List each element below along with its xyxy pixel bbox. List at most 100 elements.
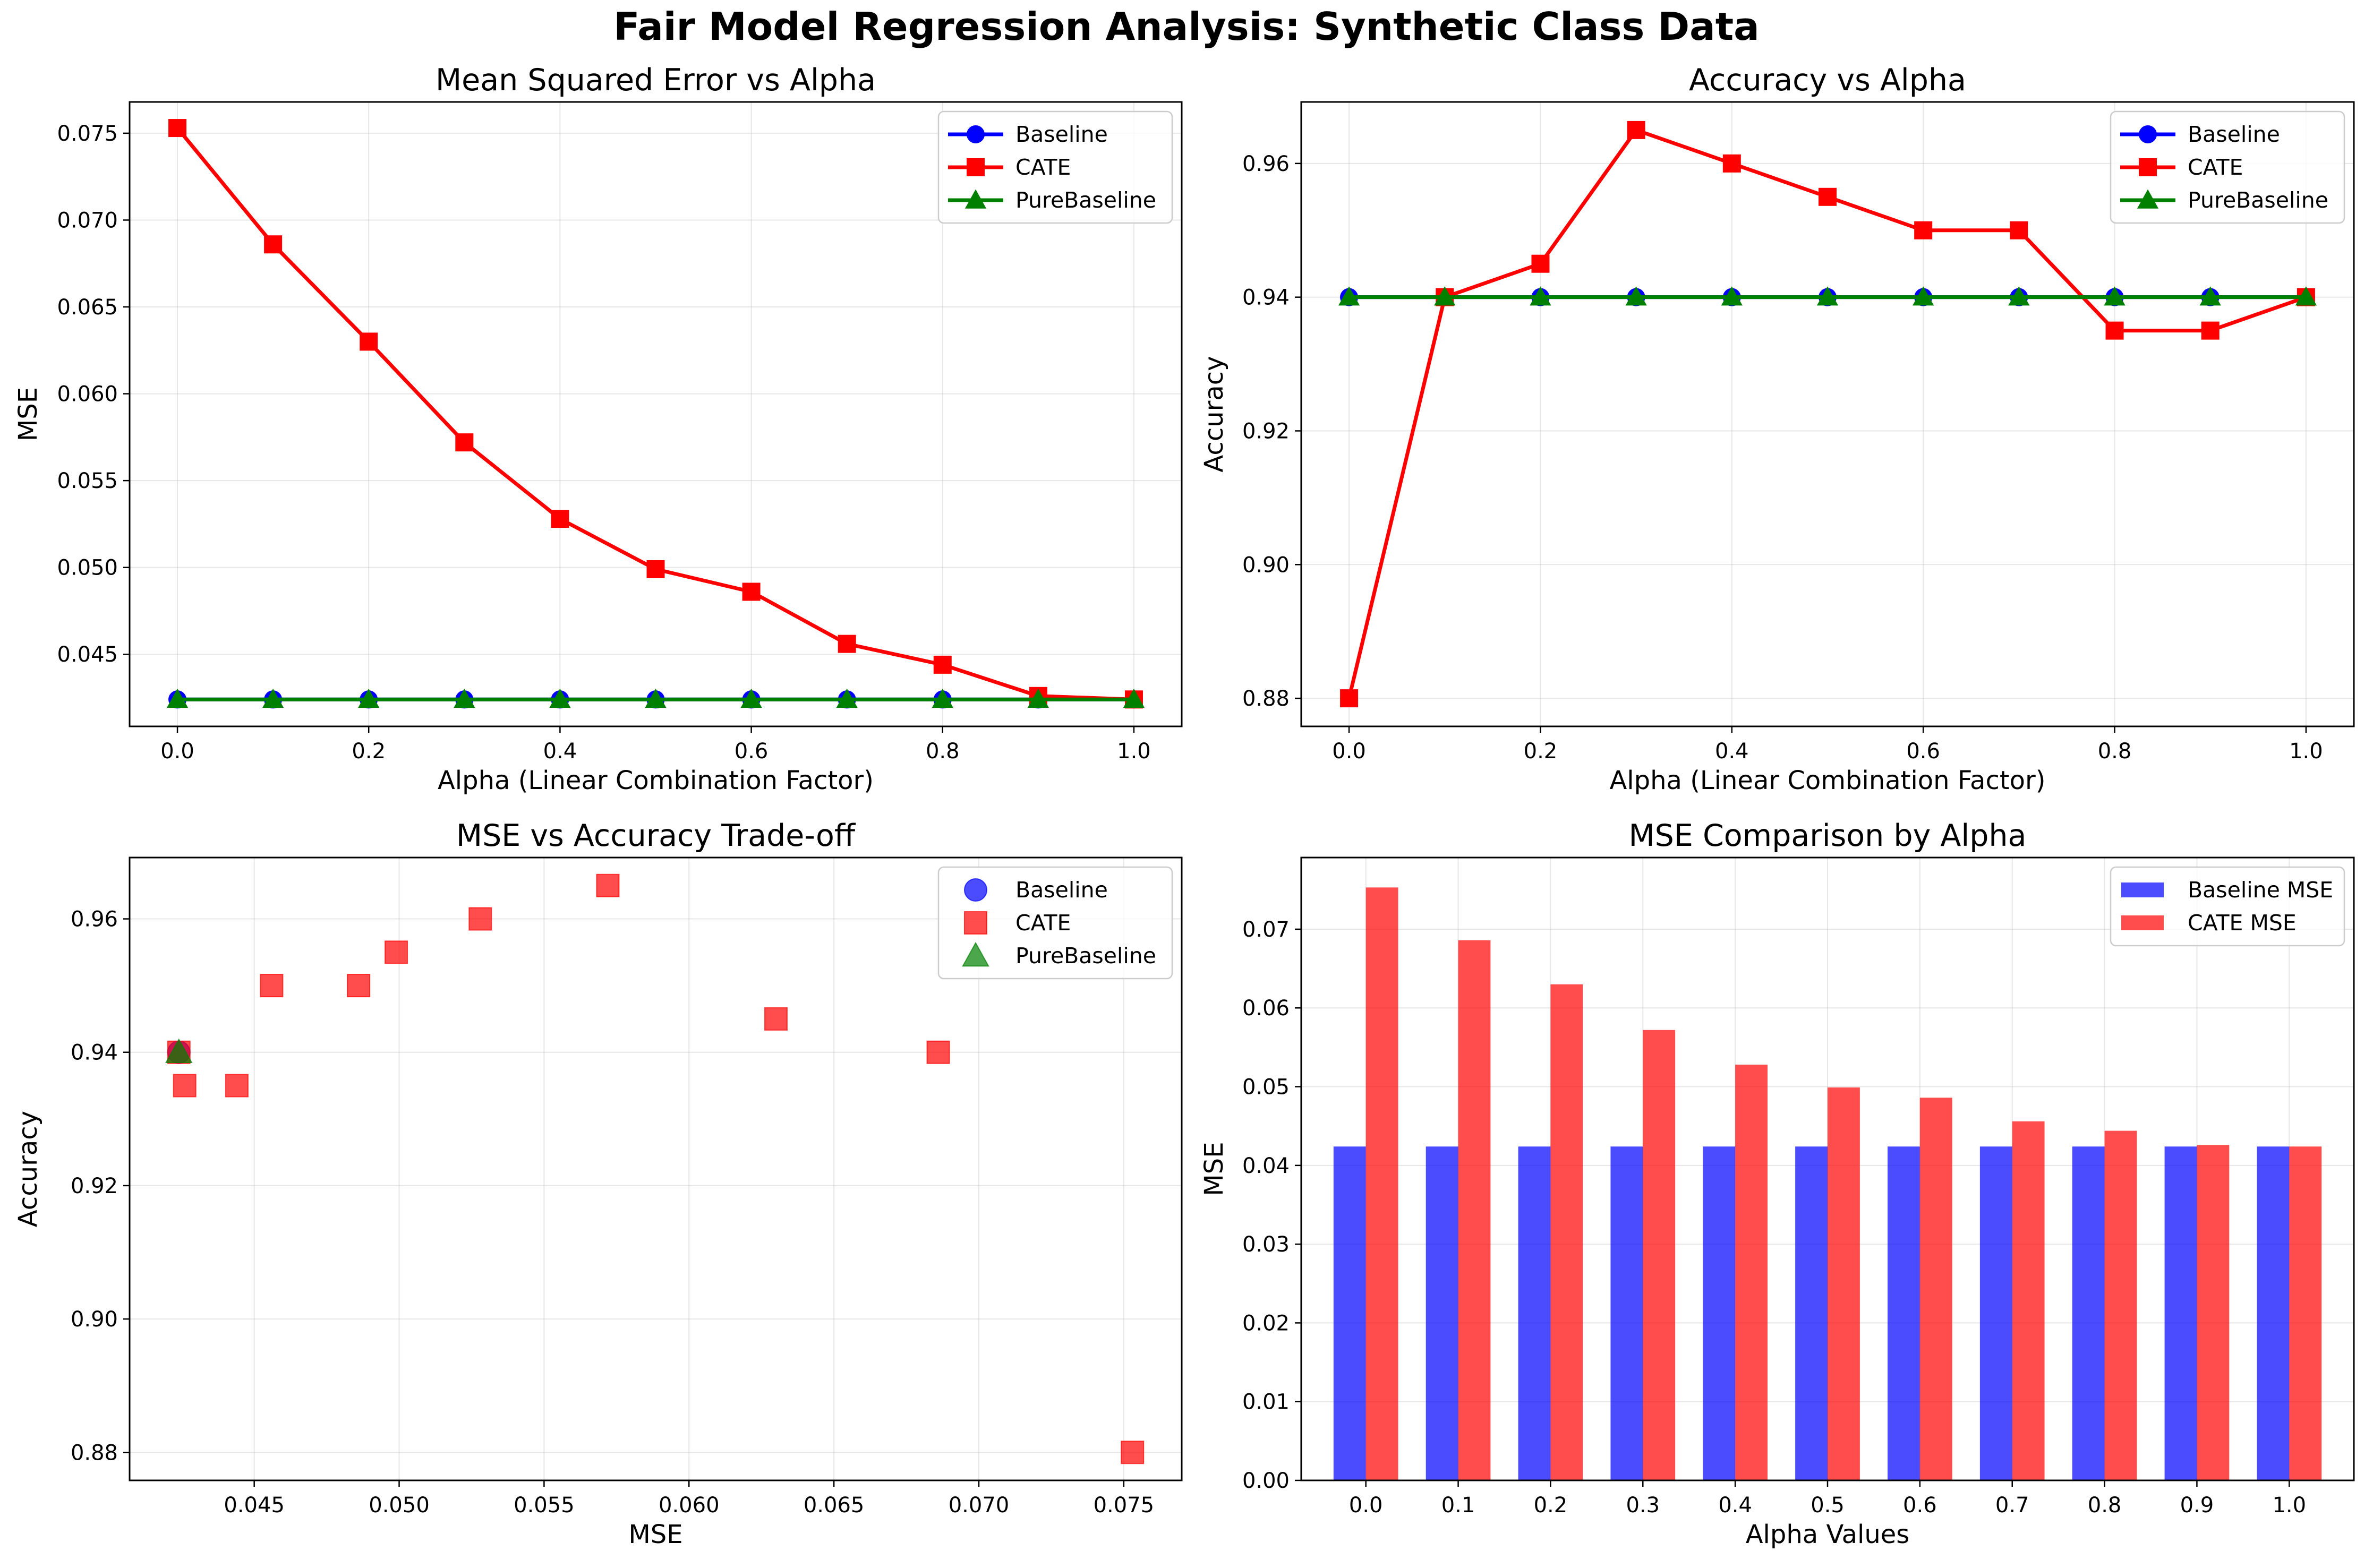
x-tick-label: 0.7	[1995, 1493, 2029, 1518]
y-tick-label: 0.92	[71, 1174, 118, 1198]
x-axis-label: Alpha (Linear Combination Factor)	[438, 766, 874, 795]
bar-cate-mse	[1735, 1065, 1768, 1480]
bar-baseline-mse	[1888, 1146, 1920, 1480]
x-tick-label: 1.0	[1117, 739, 1151, 764]
data-point-cate	[838, 635, 856, 653]
scatter-point-cate	[385, 940, 408, 964]
scatter-point-cate	[173, 1074, 197, 1098]
legend-marker	[2139, 125, 2157, 143]
scatter-point-cate	[468, 907, 492, 931]
bar-cate-mse	[2012, 1121, 2045, 1480]
y-tick-label: 0.88	[1242, 687, 1290, 711]
x-tick-label: 0.055	[514, 1493, 575, 1518]
chart-title: MSE Comparison by Alpha	[1629, 818, 2027, 853]
x-tick-label: 0.4	[1718, 1493, 1752, 1518]
data-point-purebaseline	[1434, 286, 1456, 306]
data-point-cate	[1819, 187, 1837, 206]
bar-baseline-mse	[2072, 1146, 2105, 1480]
legend-box	[937, 110, 1173, 224]
scatter-point-cate	[1121, 1441, 1145, 1464]
data-point-purebaseline	[549, 688, 571, 708]
data-point-purebaseline	[1123, 688, 1145, 708]
bar-baseline-mse	[1703, 1146, 1736, 1480]
y-tick-label: 0.07	[1242, 918, 1290, 942]
y-tick-label: 0.00	[1242, 1469, 1290, 1493]
x-tick-label: 0.8	[2088, 1493, 2122, 1518]
y-tick-label: 0.90	[71, 1307, 118, 1332]
chart-panel-3: 0.88 0.90 0.92 0.94 0.96 0.045 0.050 0.055 0.060…	[13, 818, 1183, 1549]
x-tick-label: 1.0	[2289, 739, 2323, 764]
scatter-point-cate	[764, 1007, 788, 1031]
bar-cate-mse	[1458, 940, 1491, 1480]
x-tick-label: 0.3	[1626, 1493, 1660, 1518]
bar-baseline-mse	[1425, 1146, 1458, 1480]
data-point-cate	[264, 235, 283, 254]
x-tick-label: 0.075	[1094, 1493, 1155, 1518]
y-tick-label: 0.96	[1242, 152, 1290, 176]
plot-frame	[129, 101, 1183, 727]
bar-cate-mse	[1365, 887, 1398, 1480]
x-tick-label: 0.0	[1349, 1493, 1383, 1518]
x-tick-label: 0.0	[160, 739, 194, 764]
x-tick-label: 0.8	[2098, 739, 2132, 764]
data-point-cate	[1627, 121, 1645, 139]
y-tick-label: 0.92	[1242, 419, 1290, 443]
data-point-cate	[1914, 221, 1933, 239]
x-tick-label: 0.6	[1906, 739, 1940, 764]
scatter-point-cate	[926, 1040, 950, 1064]
x-axis-label: Alpha Values	[1746, 1520, 1910, 1549]
bar-cate-mse	[2104, 1130, 2137, 1480]
legend-label: CATE MSE	[2188, 910, 2297, 936]
chart-title: MSE vs Accuracy Trade-off	[456, 818, 856, 853]
legend-swatch	[2121, 882, 2164, 897]
bar-baseline-mse	[2164, 1146, 2197, 1480]
legend-label: CATE	[1015, 910, 1071, 936]
data-point-purebaseline	[2199, 286, 2221, 306]
data-point-purebaseline	[1913, 286, 1934, 306]
data-point-cate	[2105, 321, 2124, 340]
plot-frame	[129, 856, 1183, 1481]
legend-marker	[2139, 158, 2157, 176]
data-point-cate	[2201, 321, 2220, 340]
bar-cate-mse	[1550, 984, 1583, 1480]
legend-label: CATE	[2188, 155, 2243, 180]
figure-title: Fair Model Regression Analysis: Syntheti…	[613, 4, 1759, 49]
y-tick-label: 0.05	[1242, 1075, 1290, 1100]
x-tick-label: 0.070	[949, 1493, 1010, 1518]
legend-marker	[962, 941, 989, 967]
x-tick-label: 0.5	[1811, 1493, 1845, 1518]
scatter-point-cate	[596, 873, 620, 897]
data-point-purebaseline	[932, 688, 953, 708]
data-point-purebaseline	[358, 688, 380, 708]
legend-label: Baseline	[1015, 877, 1108, 903]
y-tick-label: 0.90	[1242, 553, 1290, 577]
data-point-cate	[360, 332, 378, 351]
y-axis-label: MSE	[13, 387, 43, 441]
y-tick-label: 0.04	[1242, 1154, 1290, 1178]
x-tick-label: 0.6	[1903, 1493, 1937, 1518]
bar-baseline-mse	[1610, 1146, 1643, 1480]
legend-label: Baseline MSE	[2188, 877, 2333, 903]
x-tick-label: 0.045	[224, 1493, 285, 1518]
data-point-purebaseline	[2104, 286, 2126, 306]
x-tick-label: 0.0	[1332, 739, 1366, 764]
data-point-cate	[1340, 689, 1359, 708]
bar-cate-mse	[2197, 1145, 2230, 1480]
x-tick-label: 0.2	[1524, 739, 1558, 764]
y-tick-label: 0.060	[57, 382, 118, 407]
bar-cate-mse	[2289, 1146, 2322, 1480]
bar-baseline-mse	[1518, 1146, 1551, 1480]
legend-swatch	[2121, 915, 2164, 930]
y-tick-label: 0.070	[57, 208, 118, 233]
y-tick-label: 0.075	[57, 122, 118, 146]
data-point-purebaseline	[645, 688, 667, 708]
y-tick-label: 0.01	[1242, 1390, 1290, 1415]
x-axis-label: MSE	[628, 1520, 682, 1549]
legend-label: CATE	[1015, 155, 1071, 180]
data-point-cate	[2010, 221, 2028, 239]
bar-baseline-mse	[2257, 1146, 2290, 1480]
x-tick-label: 0.065	[804, 1493, 865, 1518]
x-tick-label: 0.1	[1441, 1493, 1475, 1518]
scatter-point-cate	[225, 1074, 249, 1098]
